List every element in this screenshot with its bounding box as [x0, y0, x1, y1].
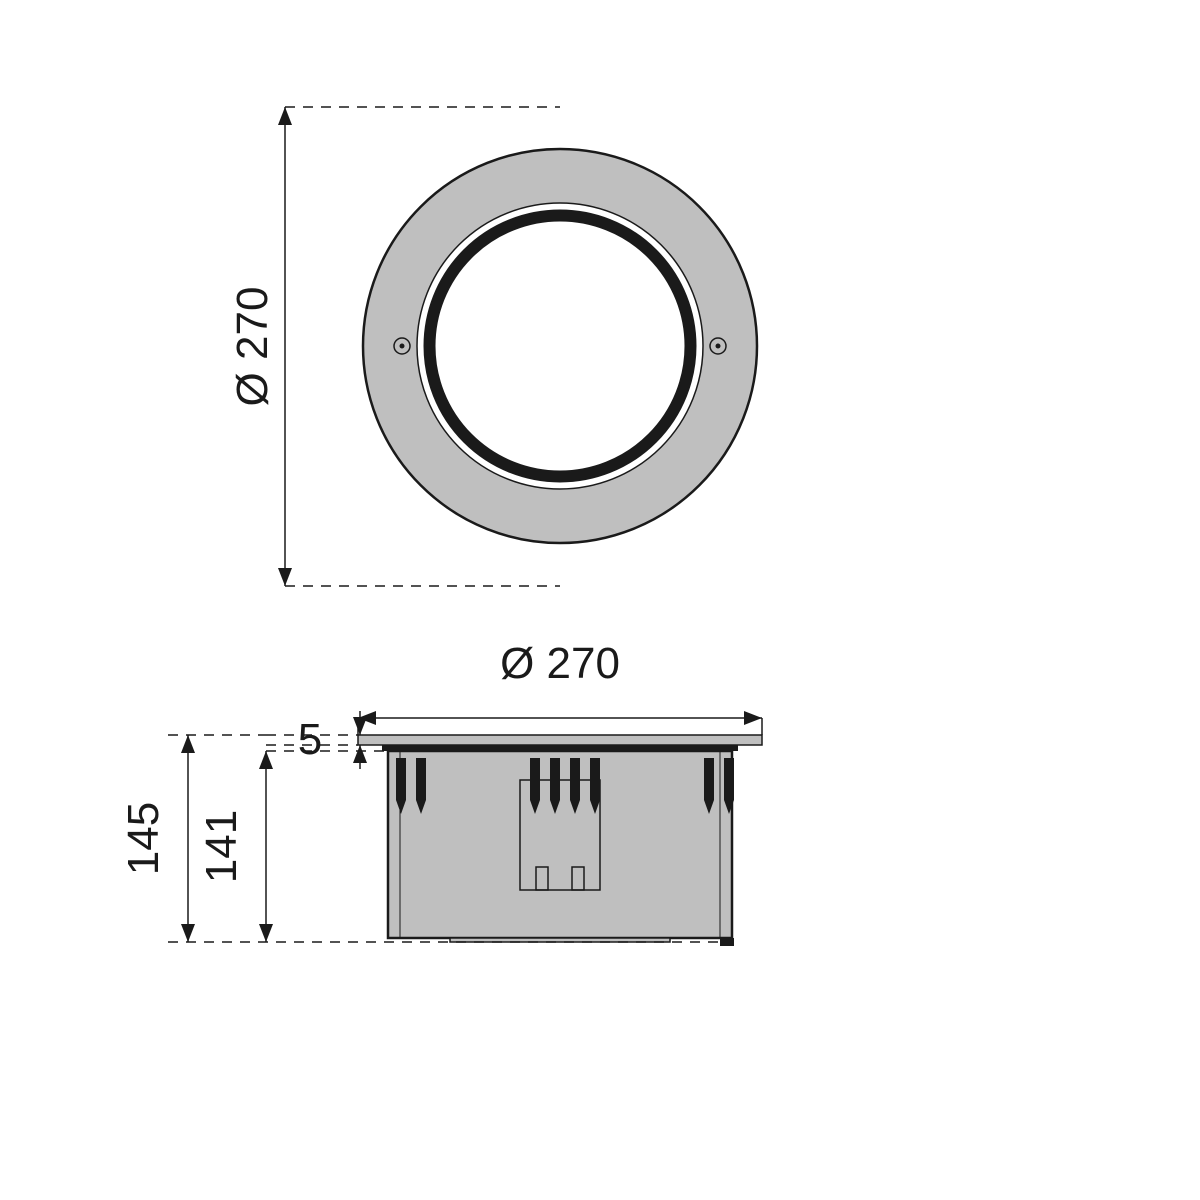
dim-diameter-270-top: Ø 270	[228, 287, 277, 407]
dim-141: 141	[197, 810, 246, 883]
side-view	[358, 735, 762, 946]
dim-diameter-270-side: Ø 270	[500, 639, 620, 688]
dim-145: 145	[119, 802, 168, 875]
dim-5: 5	[298, 715, 322, 764]
top-view	[363, 149, 757, 543]
